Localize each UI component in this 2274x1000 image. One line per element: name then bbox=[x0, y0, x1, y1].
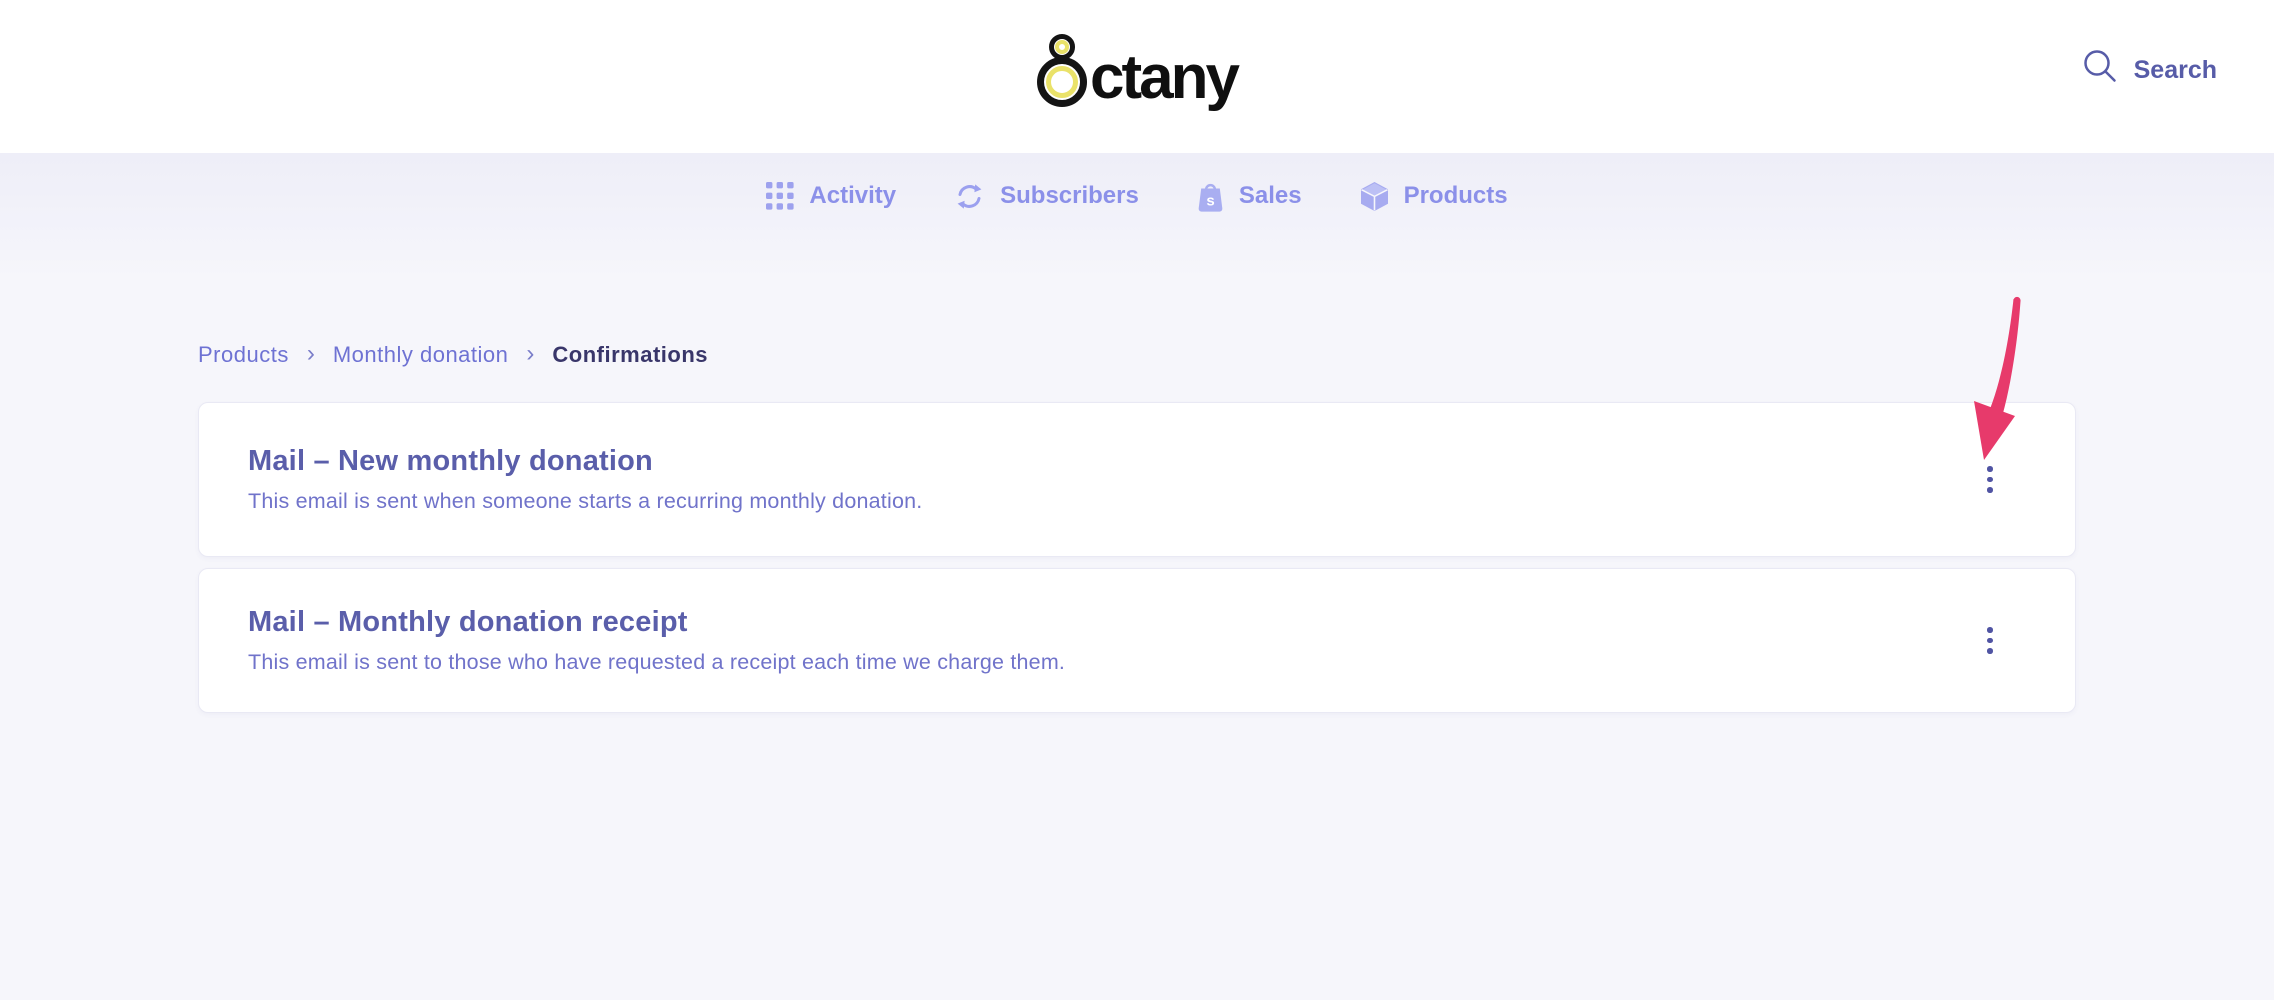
email-card-new-monthly-donation: Mail – New monthly donation This email i… bbox=[198, 402, 2076, 557]
nav-item-activity[interactable]: Activity bbox=[766, 182, 896, 210]
logo-big-ring bbox=[1037, 57, 1088, 107]
chevron-right-icon: › bbox=[526, 339, 535, 367]
kebab-menu-icon[interactable] bbox=[1969, 617, 2011, 665]
nav-label-activity: Activity bbox=[809, 182, 897, 209]
logo-wordmark: ctany bbox=[1090, 43, 1240, 113]
header-shadow-band bbox=[0, 153, 2274, 283]
search-button[interactable]: Search bbox=[2082, 48, 2217, 92]
kebab-menu-icon[interactable] bbox=[1969, 456, 2011, 504]
grid-dots-icon bbox=[766, 182, 795, 210]
brand-logo[interactable]: ctany bbox=[1037, 34, 1240, 113]
nav-label-sales: Sales bbox=[1238, 182, 1302, 209]
email-card-list: Mail – New monthly donation This email i… bbox=[198, 402, 2076, 713]
shopping-bag-icon: s bbox=[1197, 180, 1224, 213]
cube-icon bbox=[1360, 181, 1389, 212]
nav-item-subscribers[interactable]: Subscribers bbox=[954, 181, 1139, 212]
card-title-link[interactable]: Mail – New monthly donation bbox=[248, 445, 653, 477]
breadcrumb-monthly-donation[interactable]: Monthly donation bbox=[332, 342, 509, 367]
magnifier-icon bbox=[2082, 48, 2119, 92]
chevron-right-icon: › bbox=[306, 339, 315, 367]
top-header: ctany Search bbox=[0, 0, 2274, 153]
card-title-link[interactable]: Mail – Monthly donation receipt bbox=[248, 606, 688, 638]
search-label: Search bbox=[2133, 55, 2217, 84]
card-description: This email is sent when someone starts a… bbox=[248, 489, 923, 513]
breadcrumb: Products › Monthly donation › Confirmati… bbox=[198, 340, 2076, 370]
breadcrumb-confirmations: Confirmations bbox=[552, 342, 709, 367]
nav-item-products[interactable]: Products bbox=[1360, 181, 1508, 212]
octany-logo-icon bbox=[1037, 34, 1088, 107]
breadcrumb-products[interactable]: Products bbox=[198, 342, 289, 367]
primary-nav: Activity Subscribers s S bbox=[0, 172, 2274, 220]
nav-label-subscribers: Subscribers bbox=[1000, 182, 1139, 209]
svg-text:s: s bbox=[1206, 192, 1214, 209]
email-card-monthly-donation-receipt: Mail – Monthly donation receipt This ema… bbox=[198, 568, 2076, 713]
card-description: This email is sent to those who have req… bbox=[248, 650, 1066, 674]
nav-item-sales[interactable]: s Sales bbox=[1197, 180, 1302, 213]
main-content: Products › Monthly donation › Confirmati… bbox=[198, 340, 2076, 713]
nav-label-products: Products bbox=[1403, 182, 1508, 209]
refresh-icon bbox=[954, 181, 985, 212]
